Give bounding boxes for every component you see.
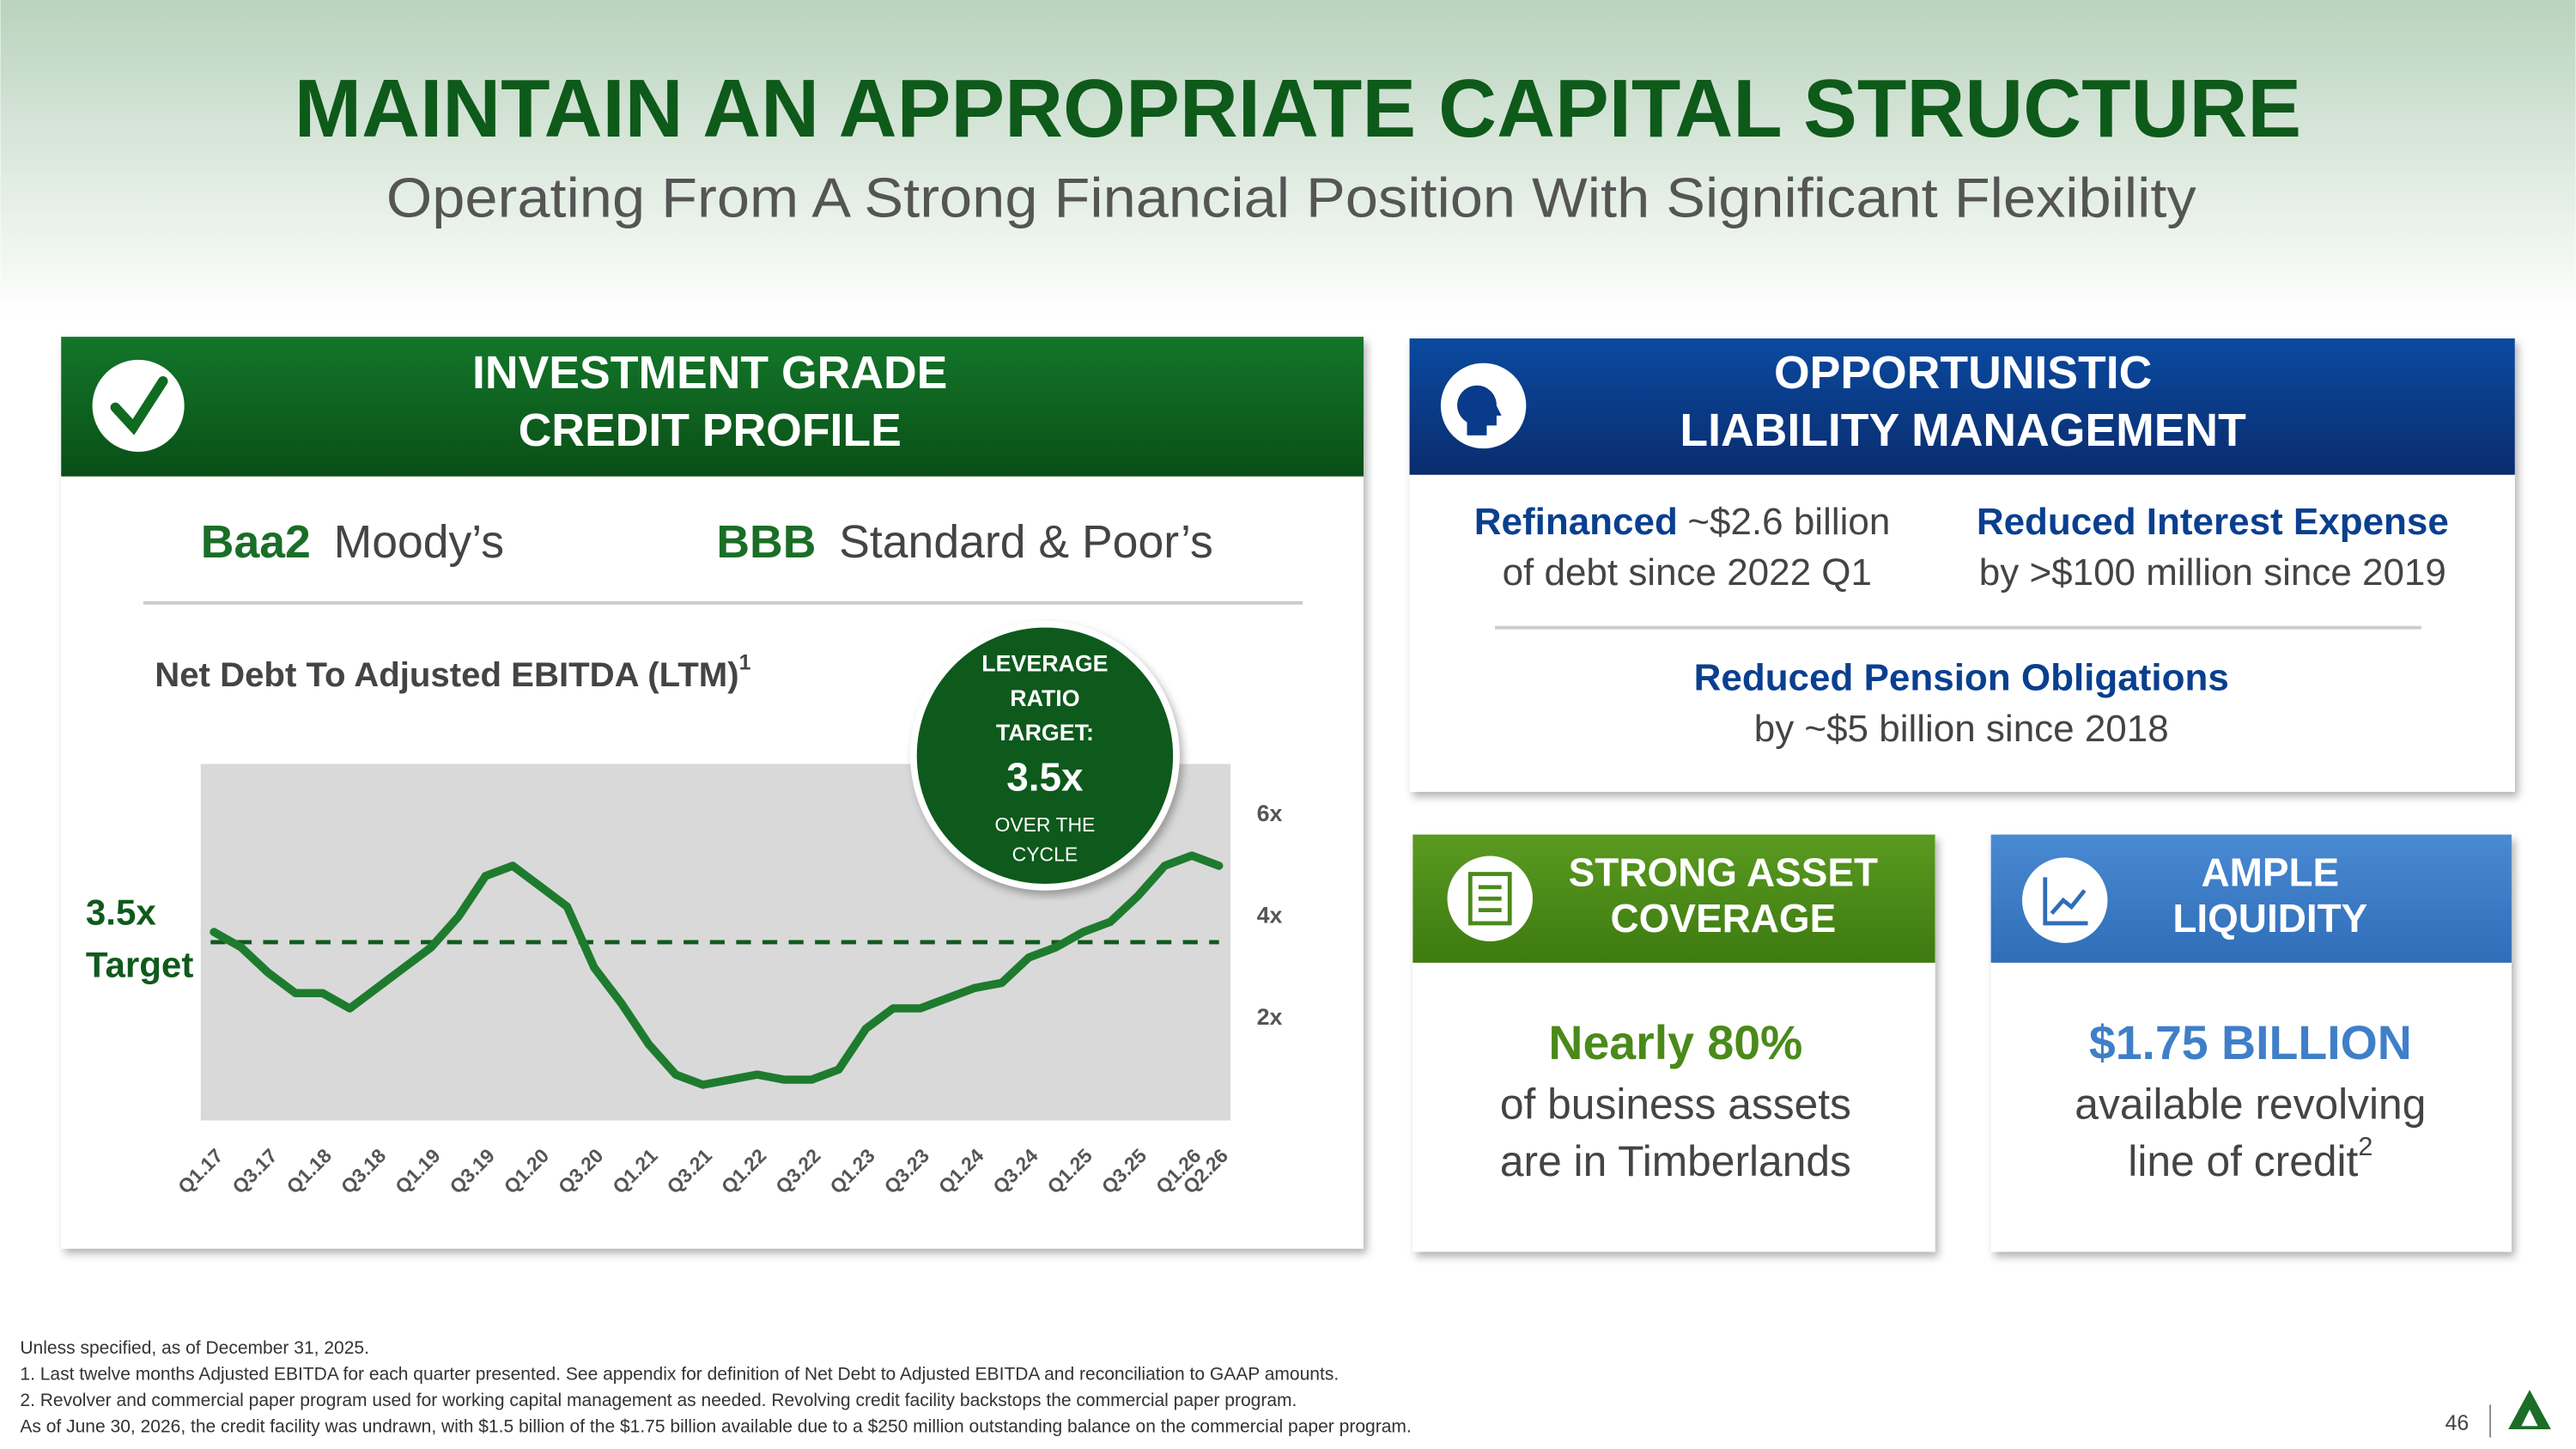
badge-text: CYCLE (1012, 843, 1078, 866)
rating: Baa2 Moody’s (201, 517, 504, 568)
y-tick-label: 2x (1257, 1004, 1283, 1030)
footnote-ref: 1 (739, 650, 751, 674)
item-line: Refinanced ~$2.6 billion (1474, 501, 1891, 543)
panel-title: LIQUIDITY (2172, 896, 2367, 941)
credit-panel: INVESTMENT GRADE CREDIT PROFILE Baa2 Mood… (61, 337, 1364, 1249)
asset-panel: STRONG ASSET COVERAGE Nearly 80% of busi… (1413, 834, 1935, 1252)
head-icon-shape (1457, 385, 1502, 435)
panel-title: OPPORTUNISTIC (1774, 348, 2152, 399)
liquidity-panel: AMPLE LIQUIDITY $1.75 BILLION available … (1990, 834, 2512, 1252)
list-icon-shape (1467, 872, 1512, 926)
check-icon (92, 359, 185, 452)
rating-agency: Moody’s (334, 517, 504, 568)
body-text-line: line of credit (2128, 1137, 2358, 1185)
footnote: 2. Revolver and commercial paper program… (20, 1391, 1297, 1410)
item-head: Refinanced (1474, 501, 1678, 543)
panel-title: STRONG ASSET (1569, 850, 1878, 895)
panel-title: LIABILITY MANAGEMENT (1680, 405, 2246, 456)
panel-title: INVESTMENT GRADE (472, 348, 947, 399)
badge-text: TARGET: (996, 720, 1094, 746)
body-text: available revolving (2075, 1080, 2426, 1128)
item-text: ~$2.6 billion (1687, 501, 1890, 543)
check-mark (110, 376, 168, 435)
chart-title: Net Debt To Adjusted EBITDA (LTM)1 (155, 650, 750, 693)
body-text: are in Timberlands (1500, 1137, 1851, 1185)
page-number: 46 (2445, 1411, 2470, 1435)
panel-title: AMPLE (2201, 850, 2339, 895)
chart-title-text: Net Debt To Adjusted EBITDA (LTM) (155, 655, 738, 694)
chart-icon-shape (2043, 877, 2088, 926)
item-head: Reduced Pension Obligations (1694, 656, 2229, 698)
target-caption: Target (86, 945, 193, 985)
badge-value: 3.5x (1006, 755, 1084, 800)
target-label: 3.5x (86, 892, 156, 932)
body-text: of business assets (1500, 1080, 1851, 1128)
y-tick-label: 4x (1257, 902, 1283, 928)
footnotes: Unless specified, as of December 31, 202… (20, 1338, 1411, 1437)
badge-text: OVER THE (994, 813, 1095, 836)
footnote-ref: 2 (2358, 1132, 2372, 1161)
rating-grade: BBB (716, 517, 816, 568)
y-tick-label: 6x (1257, 801, 1283, 826)
footnote: Unless specified, as of December 31, 202… (20, 1338, 369, 1358)
liability-panel: OPPORTUNISTIC LIABILITY MANAGEMENT Refin… (1409, 338, 2515, 792)
badge-text: LEVERAGE (981, 651, 1108, 677)
item-text: by ~$5 billion since 2018 (1754, 708, 2169, 750)
panel-title: COVERAGE (1611, 896, 1837, 941)
panel-header (61, 337, 1364, 477)
badge (910, 621, 1180, 891)
data-line (210, 851, 1224, 1089)
list-icon-lines (1478, 885, 1502, 913)
title: MAINTAIN AN APPROPRIATE CAPITAL STRUCTUR… (295, 63, 2301, 155)
rating-agency: Standard & Poor’s (839, 517, 1213, 568)
panel-title: CREDIT PROFILE (519, 405, 902, 456)
logo (2508, 1390, 2551, 1430)
rating: BBB Standard & Poor’s (716, 517, 1212, 568)
item-text: of debt since 2022 Q1 (1503, 551, 1872, 594)
body-text: line of credit2 (2128, 1132, 2372, 1185)
item-text: by >$100 million since 2019 (1979, 551, 2446, 594)
item-head: Reduced Interest Expense (1977, 501, 2449, 543)
footnote: As of June 30, 2026, the credit facility… (20, 1417, 1411, 1437)
highlight: Nearly 80% (1548, 1016, 1802, 1069)
footnote: 1. Last twelve months Adjusted EBITDA fo… (20, 1364, 1339, 1384)
highlight: $1.75 BILLION (2089, 1016, 2412, 1069)
rating-grade: Baa2 (201, 517, 311, 568)
panel-header (1409, 338, 2515, 475)
subtitle: Operating From A Strong Financial Positi… (386, 166, 2196, 228)
badge-text: RATIO (1010, 685, 1079, 711)
